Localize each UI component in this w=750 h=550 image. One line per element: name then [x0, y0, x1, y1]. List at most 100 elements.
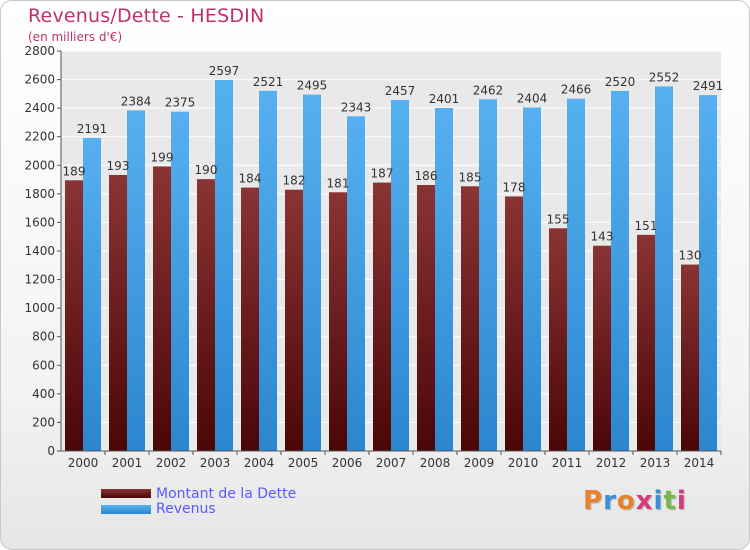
x-tick-label: 2011	[552, 456, 583, 470]
y-tick-label: 2800	[24, 44, 55, 58]
data-label-dette: 178	[503, 180, 526, 194]
data-label-revenus: 2401	[429, 92, 460, 106]
data-label-revenus: 2552	[649, 70, 680, 84]
logo-letter: x	[635, 486, 654, 516]
bar-dette	[373, 182, 391, 452]
y-tick-label: 1600	[24, 215, 55, 229]
data-label-revenus: 2521	[253, 75, 284, 89]
data-label-revenus: 2457	[385, 84, 416, 98]
bar-dette	[505, 196, 523, 451]
y-tick-label: 1400	[24, 244, 55, 258]
bar-dette	[285, 189, 303, 451]
bar-revenus	[391, 100, 409, 451]
bar-revenus	[655, 86, 673, 451]
data-label-revenus: 2191	[77, 122, 108, 136]
x-tick-label: 2006	[332, 456, 363, 470]
data-label-dette: 155	[547, 212, 570, 226]
logo-letter: t	[663, 486, 677, 516]
x-tick-label: 2007	[376, 456, 407, 470]
logo-letter: i	[676, 486, 687, 516]
x-tick-label: 2003	[200, 456, 231, 470]
legend-swatch-dette	[101, 489, 151, 498]
y-tick-label: 1800	[24, 187, 55, 201]
data-labels: 189 2191 193 2384 199 2375 190 2597 184 2521 182 24…	[63, 64, 724, 263]
data-label-dette: 185	[459, 170, 482, 184]
x-tick-label: 2008	[420, 456, 451, 470]
proxiti-logo: Proxiti	[583, 486, 687, 516]
bar-dette	[197, 179, 215, 451]
data-label-dette: 143	[591, 230, 614, 244]
data-label-revenus: 2520	[605, 75, 636, 89]
bar-revenus	[215, 80, 233, 451]
bar-revenus	[479, 99, 497, 452]
bar-revenus	[171, 111, 189, 451]
y-axis: 0 200 400 600 800 1000 1200 1400 1600 1800 2000 220…	[24, 44, 62, 458]
logo-letter: P	[583, 486, 604, 516]
x-tick-label: 2000	[68, 456, 99, 470]
data-label-revenus: 2375	[165, 96, 196, 110]
y-tick-label: 400	[32, 387, 55, 401]
legend-label-dette: Montant de la Dette	[156, 486, 297, 502]
chart-subtitle: (en milliers d'€)	[28, 30, 123, 44]
y-tick-label: 2200	[24, 130, 55, 144]
data-label-dette: 182	[283, 174, 306, 188]
bar-revenus	[699, 95, 717, 452]
data-label-dette: 181	[327, 176, 350, 190]
bar-revenus	[259, 90, 277, 451]
data-label-dette: 184	[239, 172, 262, 186]
y-tick-label: 2600	[24, 73, 55, 87]
bar-dette	[153, 166, 171, 451]
x-tick-label: 2001	[112, 456, 143, 470]
bar-revenus	[303, 94, 321, 452]
x-tick-label: 2012	[596, 456, 627, 470]
y-tick-label: 600	[32, 358, 55, 372]
logo-letter: i	[653, 486, 664, 516]
bar-dette	[681, 264, 699, 451]
x-tick-label: 2009	[464, 456, 495, 470]
data-label-revenus: 2462	[473, 83, 504, 97]
y-tick-label: 200	[32, 415, 55, 429]
chart-title: Revenus/Dette - HESDIN	[28, 5, 265, 27]
x-axis: 2000 2001 2002 2003 2004 2005 2006 2007 2008 2009…	[61, 450, 722, 470]
bar-revenus	[127, 110, 145, 451]
x-tick-label: 2010	[508, 456, 539, 470]
data-label-revenus: 2404	[517, 92, 548, 106]
bar-dette	[461, 186, 479, 452]
bar-dette	[593, 245, 611, 451]
legend-label-revenus: Revenus	[156, 501, 216, 517]
bar-dette	[417, 185, 435, 451]
y-tick-label: 1200	[24, 273, 55, 287]
bar-revenus	[611, 91, 629, 451]
logo-letter: o	[616, 486, 636, 516]
data-label-dette: 193	[107, 159, 130, 173]
bar-revenus	[83, 138, 101, 451]
bar-dette	[109, 175, 127, 451]
y-tick-label: 1000	[24, 301, 55, 315]
x-tick-label: 2014	[684, 456, 715, 470]
data-label-dette: 130	[679, 249, 702, 263]
bar-dette	[549, 228, 567, 451]
x-tick-label: 2002	[156, 456, 187, 470]
x-tick-label: 2005	[288, 456, 319, 470]
data-label-revenus: 2491	[693, 79, 724, 93]
legend-swatch-revenus	[101, 505, 151, 514]
bar-dette	[241, 187, 259, 452]
bars	[65, 80, 717, 452]
bar-dette	[65, 180, 83, 452]
data-label-dette: 186	[415, 169, 438, 183]
data-label-revenus: 2343	[341, 100, 372, 114]
data-label-revenus: 2597	[209, 64, 240, 78]
data-label-dette: 199	[151, 150, 174, 164]
data-label-dette: 151	[635, 219, 658, 233]
logo-letter: r	[603, 486, 617, 516]
bar-revenus	[567, 98, 585, 451]
bar-dette	[329, 192, 347, 452]
y-tick-label: 0	[47, 444, 55, 458]
data-label-revenus: 2384	[121, 94, 152, 108]
x-tick-label: 2004	[244, 456, 275, 470]
data-label-dette: 190	[195, 163, 218, 177]
x-tick-label: 2013	[640, 456, 671, 470]
data-label-revenus: 2495	[297, 79, 328, 93]
